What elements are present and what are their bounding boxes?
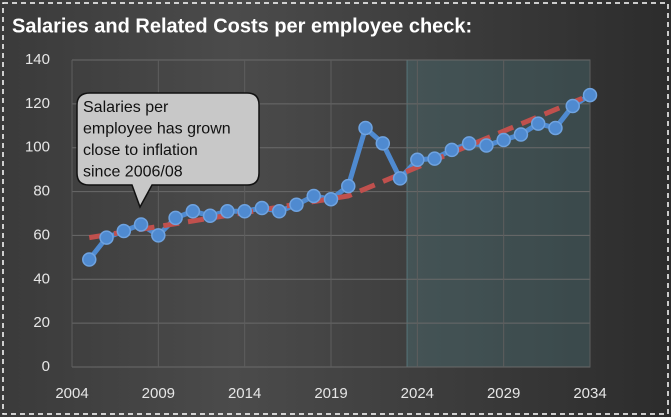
x-tick-label: 2009 [142,385,175,402]
point [116,223,132,239]
annotation-text: close to inflation [83,142,198,159]
point [254,200,270,216]
point [461,136,477,151]
point [168,210,183,226]
highlight-region [406,59,591,368]
x-tick-label: 2004 [55,385,88,402]
x-tick-label: 2019 [314,385,347,402]
point [306,188,321,204]
point [530,116,546,131]
point [548,120,563,136]
point [565,98,580,114]
point [427,151,442,166]
y-tick-label: 40 [33,270,50,287]
point [392,171,408,186]
point [323,191,339,207]
callout-box [76,92,260,209]
y-tick-label: 120 [25,95,50,112]
point [151,228,166,243]
x-tick-label: 2034 [573,385,606,402]
y-tick-label: 100 [25,139,50,156]
y-tick-label: 140 [25,51,50,68]
point [375,136,391,151]
point [341,178,356,194]
y-tick-label: 60 [33,226,50,243]
y-tick-label: 0 [42,358,50,375]
point [582,87,598,103]
point [185,204,201,219]
callout: Salaries per employee has grown close to i… [76,92,260,209]
point [444,142,460,158]
x-tick-label: 2029 [487,385,520,402]
point [289,197,304,212]
point [513,127,529,142]
point [99,230,114,245]
point [410,152,425,168]
point [358,120,373,136]
point [133,217,149,232]
point [271,204,287,219]
annotation-text: since 2006/08 [83,164,183,181]
x-tick-label: 2024 [401,385,434,402]
point [237,204,252,219]
point [202,208,218,223]
annotation-text: employee has grown [83,121,231,138]
point [496,132,511,148]
y-tick-label: 80 [33,183,50,200]
point [479,138,494,153]
y-tick-label: 20 [33,314,50,331]
chart-title: Salaries and Related Costs per employee … [12,15,472,37]
point [220,204,235,219]
x-tick-label: 2014 [228,385,261,402]
point [82,252,97,267]
annotation-text: Salaries per [83,99,169,116]
